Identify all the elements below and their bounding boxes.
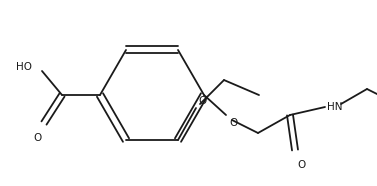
Text: O: O [198, 96, 206, 106]
Text: O: O [229, 118, 237, 128]
Text: HN: HN [327, 102, 342, 112]
Text: HO: HO [16, 62, 32, 72]
Text: O: O [297, 160, 305, 170]
Text: O: O [34, 133, 42, 143]
